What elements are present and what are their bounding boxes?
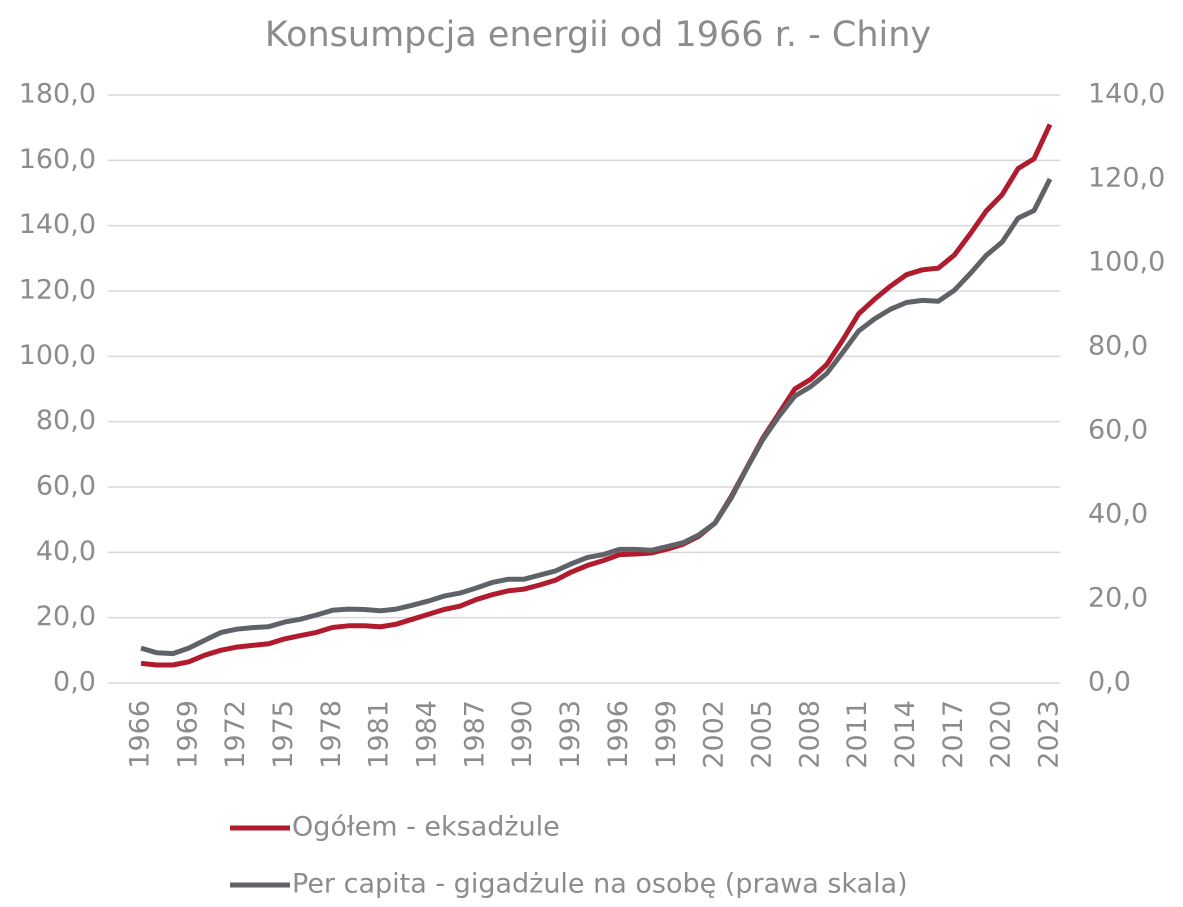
y2-tick-label: 20,0	[1088, 583, 1148, 614]
x-tick-label: 1993	[555, 700, 586, 769]
y2-tick-label: 0,0	[1088, 667, 1131, 698]
x-tick-label: 1978	[316, 700, 347, 769]
x-tick-label: 2017	[938, 700, 969, 769]
x-tick-label: 1972	[220, 700, 251, 769]
y-tick-label: 60,0	[36, 471, 96, 502]
x-tick-label: 2011	[842, 700, 873, 769]
y2-tick-label: 100,0	[1088, 247, 1165, 278]
y2-tick-label: 80,0	[1088, 331, 1148, 362]
y-tick-label: 100,0	[19, 340, 96, 371]
x-tick-label: 1975	[268, 700, 299, 769]
x-tick-label: 1990	[507, 700, 538, 769]
x-tick-label: 1969	[172, 700, 203, 769]
legend-label: Ogółem - eksadżule	[292, 812, 560, 843]
x-tick-label: 1984	[412, 700, 443, 769]
x-tick-label: 2005	[746, 700, 777, 769]
x-tick-label: 1999	[651, 700, 682, 769]
y-tick-label: 160,0	[19, 144, 96, 175]
series-line	[140, 123, 1053, 668]
y-tick-label: 80,0	[36, 405, 96, 436]
x-tick-label: 2002	[699, 700, 730, 769]
y2-tick-label: 40,0	[1088, 499, 1148, 530]
y2-tick-label: 60,0	[1088, 415, 1148, 446]
chart-title: Konsumpcja energii od 1966 r. - Chiny	[265, 15, 931, 55]
y2-tick-label: 120,0	[1088, 163, 1165, 194]
y-tick-label: 120,0	[19, 275, 96, 306]
legend-label: Per capita - gigadżule na osobę (prawa s…	[292, 869, 908, 900]
y-tick-label: 40,0	[36, 536, 96, 567]
x-tick-label: 1996	[603, 700, 634, 769]
x-tick-label: 2020	[986, 700, 1017, 769]
y-tick-label: 180,0	[19, 79, 96, 110]
series-line	[140, 177, 1053, 657]
y-tick-label: 20,0	[36, 601, 96, 632]
x-tick-label: 1966	[125, 700, 156, 769]
x-tick-label: 1987	[459, 700, 490, 769]
y2-tick-label: 140,0	[1088, 79, 1165, 110]
y-tick-label: 0,0	[53, 667, 96, 698]
x-tick-label: 2023	[1034, 700, 1065, 769]
x-tick-label: 2008	[794, 700, 825, 769]
y-tick-label: 140,0	[19, 209, 96, 240]
x-tick-label: 2014	[890, 700, 921, 769]
x-tick-label: 1981	[364, 700, 395, 769]
